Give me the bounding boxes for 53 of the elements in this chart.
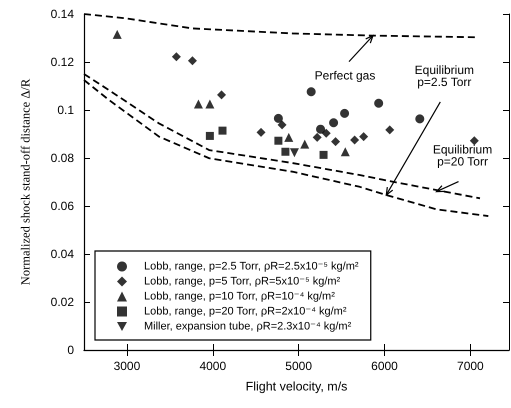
point [385,125,394,134]
point [359,132,368,142]
point [320,150,328,159]
point [322,128,331,138]
x-tick-label: 6000 [371,359,398,373]
y-axis-title: Normalized shock stand-off distance Δ/R [18,78,32,286]
y-tick-label: 0.04 [50,247,74,261]
y-tick-label: 0.12 [50,55,74,69]
point [172,52,181,62]
y-tick-label: 0.02 [50,295,74,309]
point [206,132,214,140]
x-tick-label: 4000 [199,359,226,373]
point [340,108,350,118]
x-tick-label: 5000 [285,359,312,373]
point [316,124,326,134]
legend-label: Lobb, range, p=5 Torr, ρR=5x10⁻⁵ kg/m² [144,276,341,288]
point [188,56,197,66]
point [340,147,350,156]
point [218,126,226,135]
legend-label: Lobb, range, p=10 Torr, ρR=10⁻⁴ kg/m² [144,290,336,302]
y-tick-label: 0.14 [50,7,74,21]
legend-label: Lobb, range, p=20 Torr, ρR=2x10⁻⁴ kg/m² [144,306,347,318]
x-axis-title: Flight velocity, m/s [246,380,348,394]
point [331,137,340,146]
point [350,136,360,144]
annotation: Equilibrium p=20 Torr [432,142,492,169]
point [306,87,316,96]
point [329,118,338,128]
point [256,128,266,137]
x-tick-label: 7000 [457,359,484,373]
point [284,132,294,142]
point [312,132,322,142]
point [194,100,203,108]
point [300,140,310,149]
point [374,98,384,108]
x-tick-label: 3000 [114,359,141,373]
y-tick-label: 0.06 [50,199,74,213]
point [278,120,287,130]
point [217,90,226,100]
point [274,136,282,145]
y-tick-label: 0.1 [57,103,74,117]
y-tick-label: 0.08 [50,151,74,165]
point [281,148,290,156]
point [205,100,214,108]
point [415,114,424,124]
legend-label: Lobb, range, p=2.5 Torr, ρR=2.5x10⁻⁵ kg/m² [144,260,359,272]
point [274,114,283,123]
point [112,30,122,39]
y-tick-label: 0 [67,343,74,357]
legend-label: Miller, expansion tube, ρR=2.3x10⁻⁴ kg/m² [144,320,352,332]
point [290,148,299,158]
annotation: Perfect gas [314,68,376,83]
annotation: Equilibrium p=2.5 Torr [414,62,474,89]
